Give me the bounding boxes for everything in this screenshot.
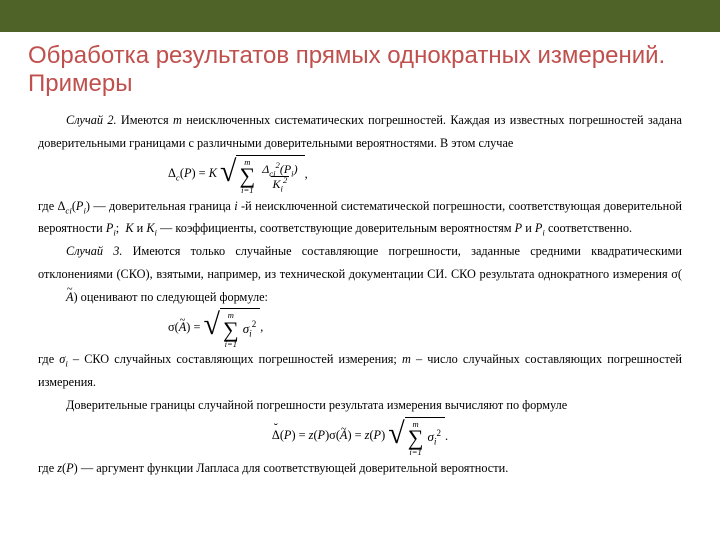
text: Имеются xyxy=(117,113,173,127)
text: – СКО случайных составляющих погрешносте… xyxy=(68,352,402,366)
var-K: K xyxy=(209,166,217,180)
case2-paragraph: Случай 2. Имеются m неисключенных систем… xyxy=(38,109,682,154)
text: — аргумент функции Лапласа для соответст… xyxy=(78,461,509,475)
sym-delta-breve: Δ xyxy=(272,429,280,443)
var-Ki: K xyxy=(146,221,154,235)
text: и xyxy=(134,221,147,235)
var-P: P xyxy=(66,461,74,475)
text: Доверительные границы случайной погрешно… xyxy=(66,398,567,412)
case2-label: Случай 2. xyxy=(66,113,117,127)
text: где Δ xyxy=(38,199,65,213)
after-formula-1: где Δci(Pi) — доверительная граница i -й… xyxy=(38,195,682,240)
comma: , xyxy=(260,320,263,334)
text: где xyxy=(38,461,57,475)
after-formula-2: где σi – СКО случайных составляющих погр… xyxy=(38,348,682,393)
after-formula-3: где z(P) — аргумент функции Лапласа для … xyxy=(38,457,682,480)
conf-bounds-paragraph: Доверительные границы случайной погрешно… xyxy=(38,394,682,417)
text: — доверительная граница xyxy=(90,199,234,213)
eq: = xyxy=(352,428,365,442)
eq: = xyxy=(196,166,209,180)
text: соответственно. xyxy=(545,221,632,235)
sym-sigma: σ xyxy=(168,320,175,334)
sum: m ∑ i=1 xyxy=(223,311,239,348)
fraction: Δci2(Pi) Ki2 xyxy=(260,163,299,190)
sub: i xyxy=(113,228,115,238)
var-A-tilde: A xyxy=(340,429,348,443)
eq: = xyxy=(190,320,203,334)
sum-lower: i=1 xyxy=(241,186,253,195)
var-z: z xyxy=(57,461,62,475)
var-K: K xyxy=(125,221,133,235)
slide-title: Обработка результатов прямых однократных… xyxy=(0,32,720,103)
text: — коэффициенты, соответствующие доверите… xyxy=(157,221,515,235)
formula-1: Δc(P) = K √ m ∑ i=1 Δci2(Pi) Ki2 , xyxy=(38,155,682,195)
sum-lower: i=1 xyxy=(409,448,421,457)
case3-label: Случай 3. xyxy=(66,244,122,258)
var-A-tilde: A xyxy=(38,286,74,309)
title-bar xyxy=(0,0,720,32)
var-P: P xyxy=(374,428,382,442)
text: и xyxy=(522,221,535,235)
body-text: Случай 2. Имеются m неисключенных систем… xyxy=(0,103,720,479)
sum: m ∑ i=1 xyxy=(408,420,424,457)
comma: , xyxy=(305,166,308,180)
paren: ) xyxy=(381,428,385,442)
var-m: m xyxy=(402,352,411,366)
text: Имеются только случайные составляющие по… xyxy=(38,244,682,281)
sqrt: √ m ∑ i=1 Δci2(Pi) Ki2 xyxy=(220,155,305,195)
text: ) оценивают по следующей формуле: xyxy=(74,290,268,304)
var-A-tilde: A xyxy=(179,321,187,335)
sym-sigma: σ xyxy=(329,428,336,442)
sym-delta: Δ xyxy=(168,166,176,180)
var-m: m xyxy=(173,113,182,127)
sum: m ∑ i=1 xyxy=(239,158,255,195)
sqrt: √ m ∑ i=1 σi2 xyxy=(203,308,260,348)
sub: ci xyxy=(65,205,71,215)
case3-paragraph: Случай 3. Имеются только случайные соста… xyxy=(38,240,682,308)
sqrt: √ m ∑ i=1 σi2 xyxy=(388,417,445,457)
period: . xyxy=(445,428,448,442)
eq: = xyxy=(296,428,309,442)
formula-3: Δ(P) = z(P)σ(A) = z(P) √ m ∑ i=1 σi2 . xyxy=(38,417,682,457)
formula-2: σ(A) = √ m ∑ i=1 σi2 , xyxy=(38,308,682,348)
var-P: P xyxy=(318,428,326,442)
sub: i xyxy=(83,205,85,215)
sum-lower: i=1 xyxy=(225,340,237,349)
text: где xyxy=(38,352,59,366)
